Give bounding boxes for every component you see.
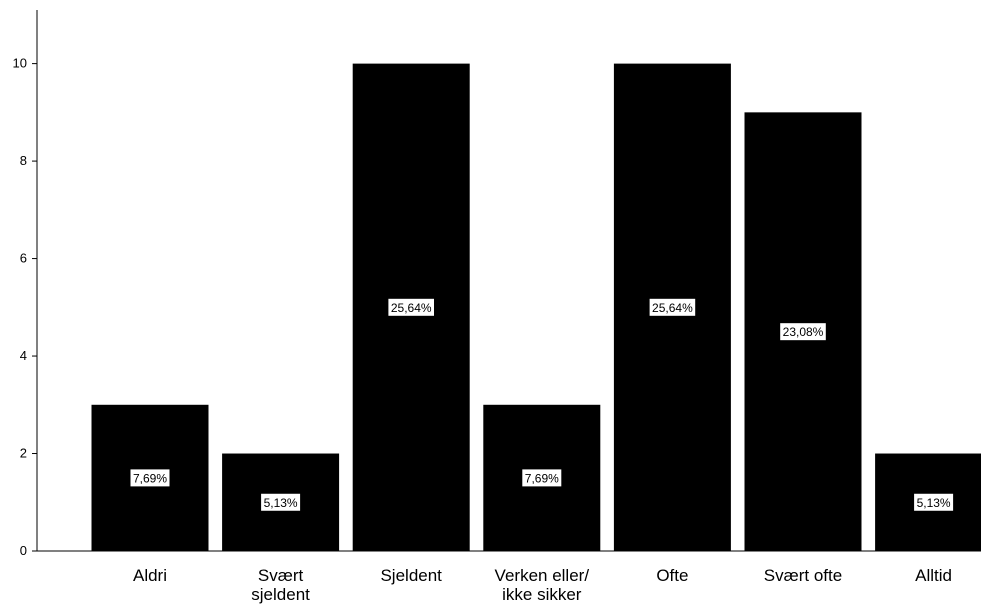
y-tick-label: 4 — [20, 348, 27, 363]
y-tick-label: 6 — [20, 251, 27, 266]
category-label-line: ikke sikker — [502, 585, 582, 604]
data-label-box — [130, 469, 170, 487]
category-label-line: Alltid — [915, 566, 952, 585]
data-label: 7,69% — [133, 471, 167, 485]
category-label: Svært sjeldent — [251, 566, 310, 604]
category-label: Aldri — [133, 566, 167, 585]
category-label: Verken eller/ikke sikker — [495, 566, 590, 604]
category-label-line: Aldri — [133, 566, 167, 585]
x-axis: Aldri Svært sjeldent Sjeldent Verken eller/i… — [37, 550, 981, 604]
y-tick-label: 2 — [20, 446, 27, 461]
data-label: 7,69% — [525, 471, 559, 485]
category-label-line: Ofte — [656, 566, 688, 585]
y-tick-label: 0 — [20, 543, 27, 558]
category-label: Ofte — [656, 566, 688, 585]
category-label: Sjeldent — [380, 566, 442, 585]
y-tick-label: 8 — [20, 153, 27, 168]
data-label: 23,08% — [783, 325, 824, 339]
data-label-box — [649, 298, 696, 316]
data-label: 5,13% — [917, 496, 951, 510]
data-label-box — [780, 323, 826, 341]
category-label: Svært ofte — [764, 566, 842, 585]
data-label: 25,64% — [391, 301, 432, 315]
category-label-line: Svært ofte — [764, 566, 842, 585]
category-label-line: Sjeldent — [380, 566, 442, 585]
data-label: 25,64% — [652, 301, 693, 315]
data-label-box — [388, 298, 434, 316]
category-label: Alltid — [915, 566, 952, 585]
data-label: 5,13% — [264, 496, 298, 510]
category-label-line: sjeldent — [251, 585, 310, 604]
category-label-line: Svært — [258, 566, 304, 585]
data-label-box — [914, 493, 954, 511]
data-label-box — [522, 469, 562, 487]
y-axis: 0 2 4 6 8 10 — [13, 10, 38, 558]
data-label-box — [261, 493, 301, 511]
bars: 7,69% 5,13% 25,64% 7,69% 25,64% 23,08% 5,13% — [91, 63, 981, 552]
y-tick-label: 10 — [13, 56, 27, 71]
category-label-line: Verken eller/ — [495, 566, 590, 585]
